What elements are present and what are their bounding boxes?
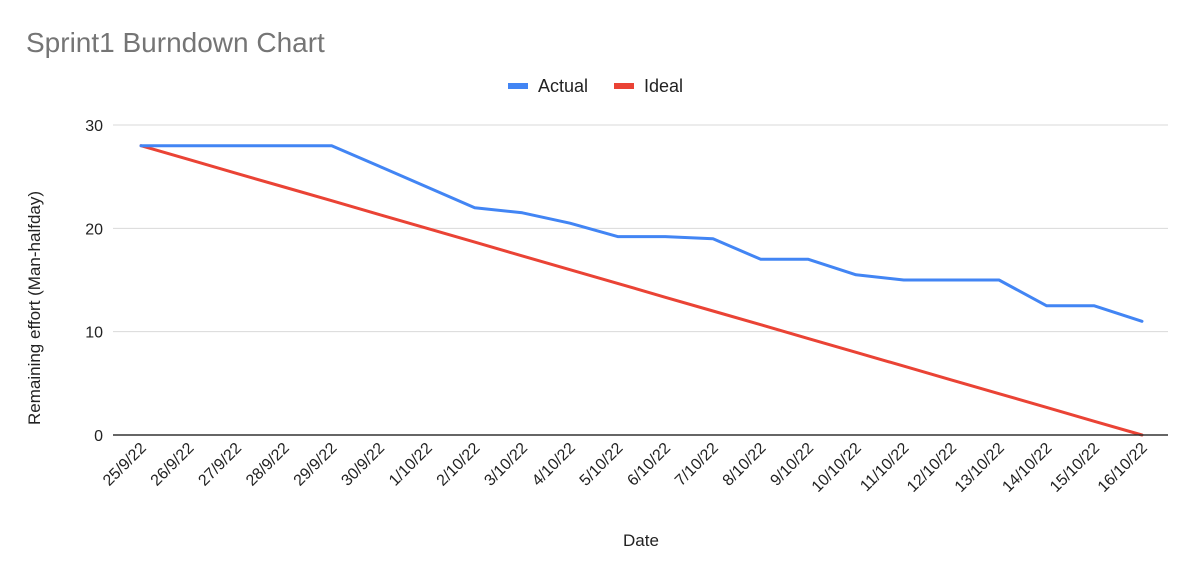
y-tick-label: 0 [94, 428, 103, 445]
x-axis-ticks: 25/9/2226/9/2227/9/2228/9/2229/9/2230/9/… [100, 440, 1151, 496]
x-tick-label: 26/9/22 [148, 440, 198, 490]
x-tick-label: 4/10/22 [529, 440, 579, 490]
x-tick-label: 15/10/22 [1047, 440, 1103, 496]
legend: Actual Ideal [508, 76, 683, 96]
series-lines [139, 144, 1144, 437]
legend-label-ideal: Ideal [644, 76, 683, 96]
legend-swatch-ideal [614, 83, 634, 89]
series-line-ideal [139, 144, 1144, 437]
x-tick-label: 6/10/22 [624, 440, 674, 490]
x-tick-label: 25/9/22 [100, 440, 150, 490]
legend-swatch-actual [508, 83, 528, 89]
series-line-actual [139, 144, 1144, 323]
x-tick-label: 2/10/22 [434, 440, 484, 490]
x-axis-label: Date [623, 531, 659, 550]
x-tick-label: 1/10/22 [386, 440, 436, 490]
y-axis-ticks: 0 10 20 30 [85, 118, 103, 445]
x-tick-label: 30/9/22 [338, 440, 388, 490]
gridlines [113, 124, 1168, 333]
y-tick-label: 30 [85, 118, 103, 135]
x-tick-label: 13/10/22 [952, 440, 1008, 496]
x-tick-label: 3/10/22 [481, 440, 531, 490]
x-tick-label: 12/10/22 [904, 440, 960, 496]
x-tick-label: 28/9/22 [243, 440, 293, 490]
y-tick-label: 20 [85, 221, 103, 238]
x-tick-label: 5/10/22 [577, 440, 627, 490]
x-tick-label: 16/10/22 [1095, 440, 1151, 496]
chart-title: Sprint1 Burndown Chart [26, 27, 325, 58]
x-tick-label: 11/10/22 [857, 440, 912, 495]
x-tick-label: 10/10/22 [809, 440, 865, 496]
y-tick-label: 10 [85, 325, 103, 342]
legend-label-actual: Actual [538, 76, 588, 96]
x-tick-label: 7/10/22 [672, 440, 722, 490]
x-tick-label: 29/9/22 [291, 440, 341, 490]
y-axis-label: Remaining effort (Man-halfday) [25, 191, 44, 425]
x-tick-label: 14/10/22 [999, 440, 1055, 496]
x-tick-label: 27/9/22 [195, 440, 245, 490]
x-tick-label: 8/10/22 [720, 440, 770, 490]
